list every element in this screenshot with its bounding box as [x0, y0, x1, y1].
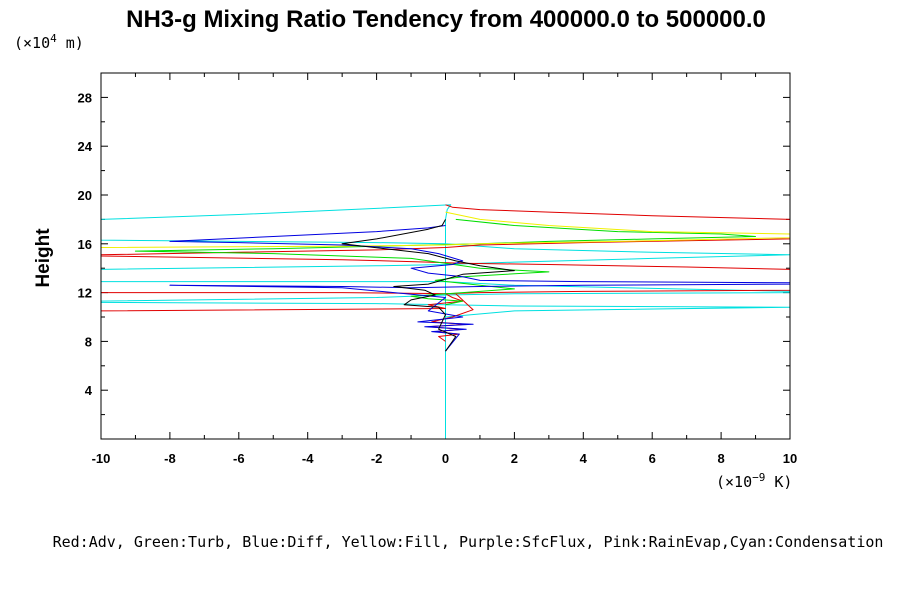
- y-tick-label: 24: [78, 139, 93, 154]
- y-axis-unit: (×104 m): [14, 32, 84, 52]
- y-tick-labels: 4 8 12 16 20 24 28: [78, 90, 93, 398]
- x-tick-label: -6: [233, 451, 245, 466]
- series-line-fill: [101, 211, 790, 248]
- series-line-turb: [134, 218, 756, 306]
- y-tick-label: 20: [78, 188, 92, 203]
- y-axis-label: Height: [33, 228, 54, 288]
- series-line-cyan: [101, 204, 790, 439]
- chart-title: NH3-g Mixing Ratio Tendency from 400000.…: [126, 6, 766, 33]
- y-tick-label: 16: [78, 237, 92, 252]
- x-tick-label: 6: [649, 451, 656, 466]
- y-tick-label: 8: [85, 334, 92, 349]
- x-tick-labels: -10 -8 -6 -4 -2 0 2 4 6 8 10: [92, 451, 798, 466]
- series-line-black: [341, 219, 515, 352]
- series-layer: [101, 204, 790, 439]
- y-tick-label: 12: [78, 286, 92, 301]
- x-tick-label: -2: [371, 451, 383, 466]
- legend-text: Red:Adv, Green:Turb, Blue:Diff, Yellow:F…: [53, 533, 884, 551]
- series-line-diff: [169, 225, 790, 352]
- plot-frame: [100, 72, 791, 440]
- x-tick-label: -8: [164, 451, 176, 466]
- x-tick-label: -4: [302, 451, 314, 466]
- x-tick-label: -10: [92, 451, 111, 466]
- axis-ticks: [100, 73, 791, 439]
- x-tick-label: 8: [717, 451, 724, 466]
- y-tick-label: 28: [78, 90, 92, 105]
- x-tick-label: 0: [442, 451, 449, 466]
- y-tick-label: 4: [85, 383, 93, 398]
- x-tick-label: 4: [580, 451, 588, 466]
- x-tick-label: 10: [783, 451, 797, 466]
- x-axis-unit: (×10−9 K): [716, 471, 792, 491]
- x-tick-label: 2: [511, 451, 518, 466]
